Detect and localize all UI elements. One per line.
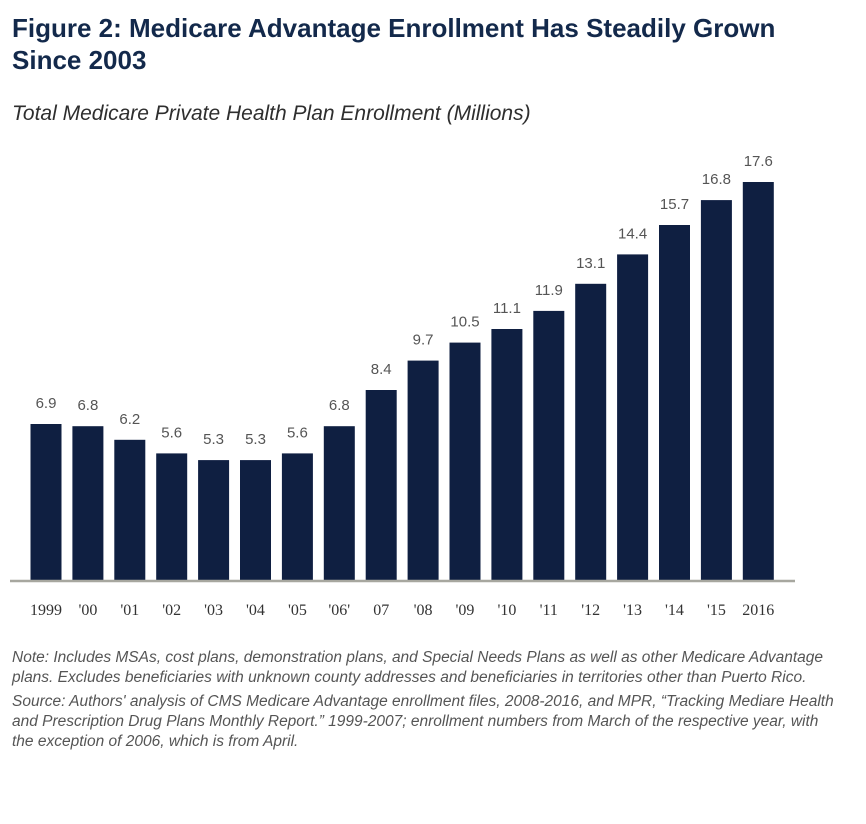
bar-01 bbox=[114, 439, 146, 580]
bar-12 bbox=[575, 283, 607, 580]
bar-10 bbox=[491, 329, 523, 580]
figure-title: Figure 2: Medicare Advantage Enrollment … bbox=[12, 13, 776, 75]
x-tick-label: '12 bbox=[581, 602, 600, 619]
value-label: 5.3 bbox=[203, 431, 224, 448]
x-tick-label: 07 bbox=[373, 602, 389, 619]
bar-07 bbox=[365, 390, 397, 580]
bar-chart: 6.9 6.8 6.2 5.6 5.3 5.3 5.6 6.8 8.4 9.7 10.5 11.1 11… bbox=[10, 153, 795, 619]
bar-04 bbox=[240, 460, 271, 580]
value-label: 10.5 bbox=[450, 314, 479, 331]
x-tick-label: '04 bbox=[246, 602, 265, 619]
value-label: 13.1 bbox=[576, 255, 605, 272]
bar-11 bbox=[533, 310, 565, 580]
value-label: 11.9 bbox=[535, 282, 563, 299]
bars-group bbox=[30, 182, 774, 580]
bar-14 bbox=[659, 225, 690, 580]
source-text: Source: Authors' analysis of CMS Medicar… bbox=[12, 693, 834, 750]
bar-2016 bbox=[742, 182, 774, 580]
x-tick-label: '06' bbox=[328, 602, 350, 619]
x-tick-label: 2016 bbox=[742, 602, 774, 619]
notes-block: Note: Includes MSAs, cost plans, demonst… bbox=[12, 648, 842, 756]
x-tick-label: '01 bbox=[120, 602, 139, 619]
bar-00 bbox=[72, 426, 104, 580]
value-label: 5.3 bbox=[245, 431, 266, 448]
value-label: 6.8 bbox=[329, 397, 350, 414]
bar-05 bbox=[281, 453, 313, 580]
value-label: 6.8 bbox=[77, 397, 98, 414]
x-tick-label: '05 bbox=[288, 602, 307, 619]
x-tick-label: '14 bbox=[665, 602, 684, 619]
bar-09 bbox=[449, 342, 481, 580]
x-tick-label: '03 bbox=[204, 602, 223, 619]
x-tick-labels-group: 1999 '00 '01 '02 '03 '04 '05 '06' 07 '08 '09 '10 '11… bbox=[30, 602, 774, 619]
x-tick-label: '08 bbox=[414, 602, 433, 619]
x-tick-label: '00 bbox=[78, 602, 97, 619]
value-label: 16.8 bbox=[702, 171, 731, 188]
bar-13 bbox=[617, 254, 649, 580]
value-label: 15.7 bbox=[660, 196, 689, 213]
value-label: 5.6 bbox=[287, 424, 308, 441]
value-label: 6.9 bbox=[36, 395, 57, 412]
x-tick-label: '15 bbox=[707, 602, 726, 619]
x-tick-label: '02 bbox=[162, 602, 181, 619]
x-tick-label: '09 bbox=[456, 602, 475, 619]
bar-03 bbox=[198, 460, 230, 580]
value-label: 9.7 bbox=[413, 332, 434, 349]
x-tick-label: 1999 bbox=[30, 602, 62, 619]
value-label: 11.1 bbox=[493, 300, 521, 317]
x-tick-label: '11 bbox=[540, 602, 558, 619]
bar-1999 bbox=[30, 424, 62, 580]
value-label: 5.6 bbox=[161, 424, 182, 441]
bar-08 bbox=[407, 360, 439, 580]
value-labels-group: 6.9 6.8 6.2 5.6 5.3 5.3 5.6 6.8 8.4 9.7 10.5 11.1 11… bbox=[36, 153, 773, 448]
x-tick-label: '13 bbox=[623, 602, 642, 619]
x-tick-label: '10 bbox=[497, 602, 516, 619]
chart-subtitle: Total Medicare Private Health Plan Enrol… bbox=[12, 102, 531, 125]
value-label: 6.2 bbox=[119, 411, 140, 428]
note-text: Note: Includes MSAs, cost plans, demonst… bbox=[12, 649, 824, 686]
value-label: 17.6 bbox=[744, 153, 773, 170]
bar-15 bbox=[700, 200, 732, 580]
bar-06 bbox=[323, 426, 355, 580]
value-label: 8.4 bbox=[371, 361, 392, 378]
value-label: 14.4 bbox=[618, 225, 647, 242]
bar-02 bbox=[156, 453, 188, 580]
